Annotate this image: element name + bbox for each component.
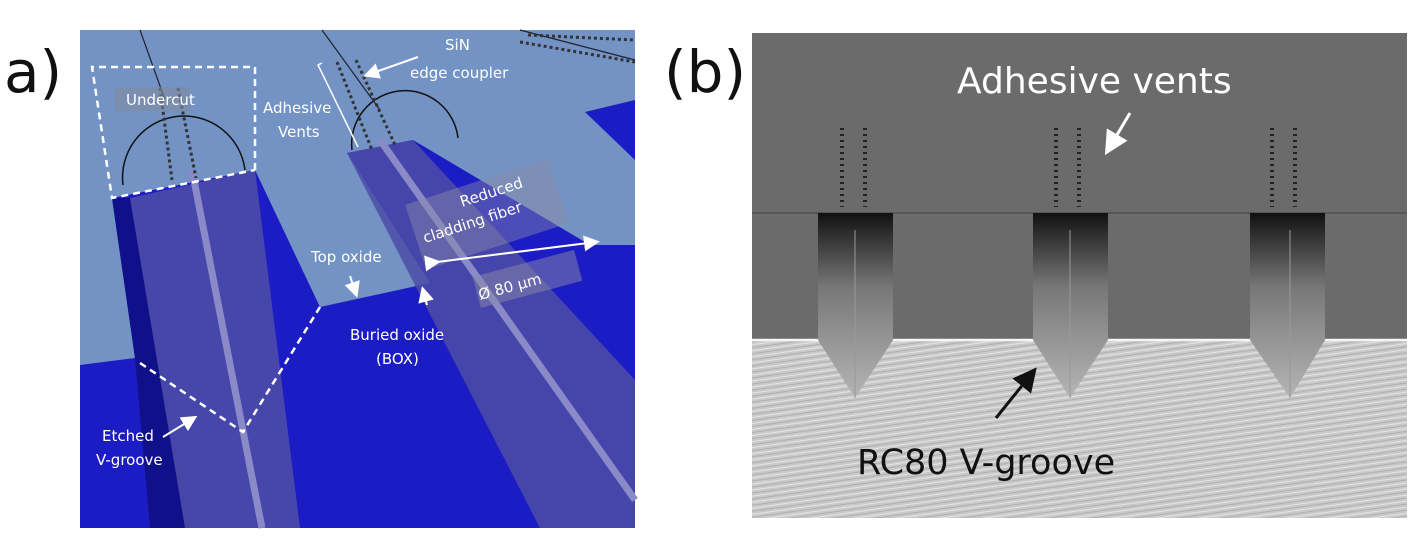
label-sin-1: SiN <box>445 36 470 54</box>
fiber-end-2 <box>350 89 459 151</box>
sin-arrow <box>363 56 419 79</box>
v-groove-outline <box>139 306 322 434</box>
adhesive-vents-a <box>158 33 636 181</box>
fiber-2 <box>347 140 635 528</box>
label-box-2: (BOX) <box>376 350 419 368</box>
label-etched-1: Etched <box>102 427 154 445</box>
label-vents-2: Vents <box>278 123 320 141</box>
vents-arrow <box>1104 112 1132 156</box>
fiber-core-1 <box>188 169 266 529</box>
v-groove-1 <box>818 213 893 398</box>
label-box-1: Buried oxide <box>350 326 444 344</box>
vents-bracket <box>317 62 359 148</box>
v-groove-arrow <box>162 415 198 438</box>
label-rc80-v-groove: RC80 V-groove <box>857 443 1115 483</box>
fiber-end-1 <box>121 115 246 186</box>
diameter-arrow <box>424 235 600 272</box>
groove-3 <box>585 100 635 160</box>
label-vents-1: Adhesive <box>263 99 331 117</box>
adhesive-vents-b <box>840 128 1297 207</box>
undercut-outline <box>90 65 257 200</box>
panel-a-letter: a) <box>4 38 62 106</box>
panel-a-rendering: Undercut SiN edge coupler Adhesive Vents… <box>80 29 638 529</box>
v-groove-arrow-b <box>994 367 1037 419</box>
label-adhesive-vents: Adhesive vents <box>957 61 1232 102</box>
label-undercut: Undercut <box>126 91 195 109</box>
fiber-core-2 <box>377 137 638 503</box>
panel-b-letter: (b) <box>664 38 746 106</box>
label-etched-2: V-groove <box>96 451 163 469</box>
v-groove-2 <box>1033 213 1108 398</box>
fiber-1 <box>130 170 300 528</box>
label-sin-2: edge coupler <box>410 64 509 82</box>
panel-b-sem-image: Adhesive vents RC80 V-groove <box>752 33 1407 518</box>
label-top-oxide: Top oxide <box>310 248 382 266</box>
v-groove-3 <box>1250 213 1325 398</box>
top-oxide-surface <box>80 30 635 365</box>
groove-wall <box>112 198 190 528</box>
